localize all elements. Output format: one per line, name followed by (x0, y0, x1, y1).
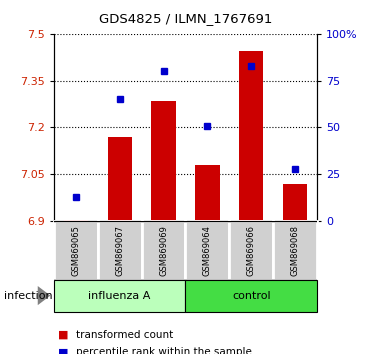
Text: GSM869066: GSM869066 (247, 225, 256, 276)
Bar (239, 51, 263, 221)
Text: GSM869065: GSM869065 (71, 225, 80, 276)
Text: GSM869069: GSM869069 (159, 225, 168, 276)
Text: percentile rank within the sample: percentile rank within the sample (76, 347, 252, 354)
Bar (64, 220, 88, 221)
Bar (186, 280, 317, 312)
Bar (142, 221, 186, 280)
Bar (273, 221, 317, 280)
Bar (229, 221, 273, 280)
Text: GSM869064: GSM869064 (203, 225, 212, 276)
Text: infection: infection (4, 291, 52, 301)
Text: GSM869067: GSM869067 (115, 225, 124, 276)
Bar (283, 184, 307, 221)
Polygon shape (38, 286, 50, 305)
Text: transformed count: transformed count (76, 330, 173, 339)
Bar (54, 221, 98, 280)
Text: GDS4825 / ILMN_1767691: GDS4825 / ILMN_1767691 (99, 12, 272, 25)
Text: ■: ■ (58, 347, 68, 354)
Bar (54, 280, 185, 312)
Text: ■: ■ (58, 330, 68, 339)
Bar (98, 221, 142, 280)
Bar (196, 165, 220, 221)
Text: GSM869068: GSM869068 (291, 225, 300, 276)
Bar (151, 101, 175, 221)
Bar (108, 137, 132, 221)
Text: influenza A: influenza A (88, 291, 151, 301)
Bar (186, 221, 229, 280)
Text: control: control (232, 291, 271, 301)
